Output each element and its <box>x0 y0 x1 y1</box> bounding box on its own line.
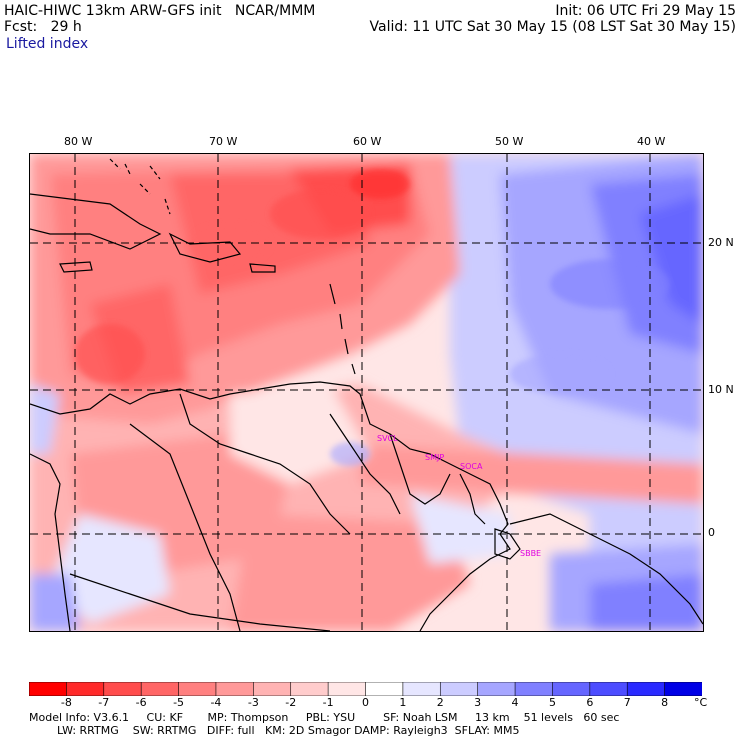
colorbar-swatch <box>626 681 666 697</box>
colorbar-swatch <box>140 681 180 697</box>
field-name: Lifted index <box>6 36 89 52</box>
colorbar-tick-label: -6 <box>135 696 147 709</box>
colorbar-tick-label: -3 <box>247 696 259 709</box>
colorbar-swatch <box>402 681 442 697</box>
lat-label-0: 0 <box>708 526 715 539</box>
colorbar-tick-label: 7 <box>623 696 631 709</box>
colorbar-tick-label: -4 <box>210 696 222 709</box>
station-soca: SOCA <box>460 462 483 471</box>
colorbar-tick-label: 5 <box>548 696 556 709</box>
colorbar-tick-label: -2 <box>285 696 297 709</box>
lon-label-80w: 80 W <box>64 135 93 148</box>
colorbar-tick-label: -5 <box>173 696 185 709</box>
colorbar-swatch <box>365 681 404 697</box>
colorbar-tick-label: 6 <box>586 696 594 709</box>
colorbar-tick-label: -8 <box>60 696 72 709</box>
model-info-line-2: LW: RRTMG SW: RRTMG DIFF: full KM: 2D Sm… <box>29 724 520 737</box>
lon-label-70w: 70 W <box>209 135 238 148</box>
colorbar <box>28 681 703 700</box>
colorbar-tick-label: 8 <box>661 696 669 709</box>
colorbar-swatch <box>327 681 367 697</box>
colorbar-swatch <box>66 681 105 697</box>
colorbar-swatch <box>477 681 516 697</box>
colorbar-tick-label: 0 <box>362 696 369 709</box>
colorbar-swatch <box>178 681 217 697</box>
graticule <box>30 154 703 631</box>
lon-label-40w: 40 W <box>637 135 666 148</box>
model-title: HAIC-HIWC 13km ARW-GFS init NCAR/MMM <box>4 3 316 19</box>
field-shading <box>30 154 703 631</box>
colorbar-swatch <box>589 681 629 697</box>
lifted-index-map: SVCL SMJP SOCA SBBE <box>29 153 704 632</box>
colorbar-swatch <box>664 681 703 697</box>
station-svcl: SVCL <box>377 434 398 443</box>
colorbar-swatch <box>439 681 479 697</box>
colorbar-swatches <box>28 681 703 697</box>
colorbar-tick-label: 3 <box>474 696 482 709</box>
colorbar-tick-label: 1 <box>399 696 407 709</box>
init-time: Init: 06 UTC Fri 29 May 15 <box>555 3 736 19</box>
colorbar-tick-label: 2 <box>436 696 444 709</box>
lat-label-20n: 20 N <box>708 236 734 249</box>
colorbar-unit: °C <box>694 696 708 709</box>
colorbar-swatch <box>552 681 591 697</box>
lat-label-10n: 10 N <box>708 383 734 396</box>
map-field-svg <box>30 154 703 631</box>
colorbar-tick-label: 4 <box>511 696 519 709</box>
colorbar-swatch <box>103 681 142 697</box>
model-info-line-1: Model Info: V3.6.1 CU: KF MP: Thompson P… <box>29 711 620 724</box>
colorbar-swatch <box>514 681 554 697</box>
colorbar-swatch <box>253 681 292 697</box>
station-smjp: SMJP <box>425 453 445 462</box>
valid-time: Valid: 11 UTC Sat 30 May 15 (08 LST Sat … <box>369 19 736 35</box>
colorbar-swatch <box>28 681 68 697</box>
lon-label-50w: 50 W <box>495 135 524 148</box>
forecast-hour: Fcst: 29 h <box>4 19 82 35</box>
lon-label-60w: 60 W <box>353 135 382 148</box>
colorbar-swatch <box>215 681 255 697</box>
colorbar-tick-label: -7 <box>98 696 110 709</box>
colorbar-swatch <box>290 681 329 697</box>
field-detail <box>75 169 670 466</box>
station-sbbe: SBBE <box>520 549 542 558</box>
colorbar-tick-label: -1 <box>322 696 334 709</box>
